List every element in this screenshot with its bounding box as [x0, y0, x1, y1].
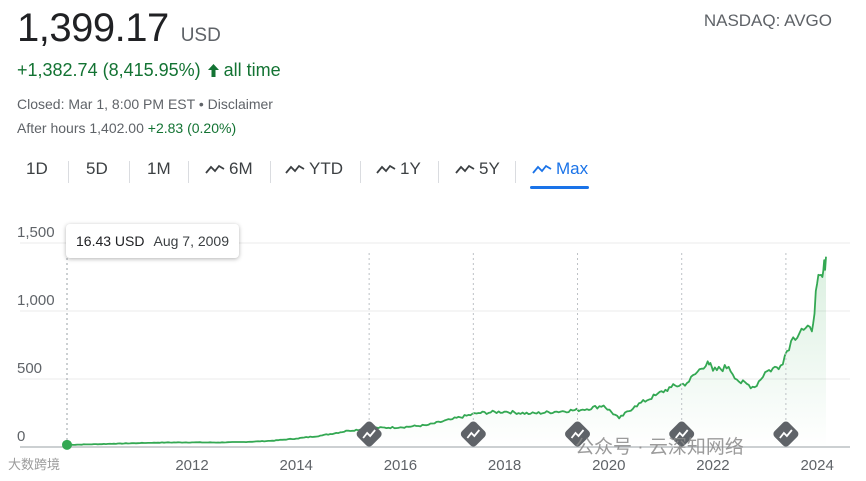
tab-5y[interactable]: 5Y [455, 152, 500, 186]
tab-label: 1D [26, 159, 48, 178]
x-tick-label: 2014 [280, 457, 313, 474]
divider [129, 161, 130, 183]
watermark-right: 公众号 · 云深知网络 [575, 437, 744, 458]
event-marker-icon[interactable] [459, 420, 487, 448]
tab-ytd[interactable]: YTD [285, 152, 343, 186]
trend-line-icon [205, 164, 225, 174]
tab-label: 5D [86, 159, 108, 178]
tab-label: 6M [229, 159, 253, 178]
price-area [67, 256, 826, 447]
divider [188, 161, 189, 183]
trend-line-icon [285, 164, 305, 174]
after-hours-change: +2.83 (0.20%) [147, 120, 237, 136]
hover-point [62, 439, 72, 450]
divider [515, 161, 516, 183]
tab-1m[interactable]: 1M [147, 152, 171, 186]
event-markers [355, 253, 800, 448]
x-tick-label: 2020 [592, 457, 625, 474]
trend-line-icon [532, 164, 552, 174]
after-hours-line: After hours 1,402.00 +2.83 (0.20%) [17, 120, 236, 136]
watermark-left: 大数跨境 [8, 457, 61, 472]
tab-5d[interactable]: 5D [86, 152, 108, 186]
price-change: +1,382.74 (8,415.95%) all time [17, 60, 281, 81]
tooltip-date: Aug 7, 2009 [153, 233, 229, 249]
closed-line: Closed: Mar 1, 8:00 PM EST • Disclaimer [17, 96, 273, 112]
event-marker-icon[interactable] [355, 420, 383, 448]
tab-1d[interactable]: 1D [26, 152, 48, 186]
trend-line-icon [376, 164, 396, 174]
active-tab-indicator [530, 186, 589, 189]
tab-6m[interactable]: 6M [205, 152, 253, 186]
tooltip-price: 16.43 USD [76, 233, 145, 249]
divider [360, 161, 361, 183]
currency-label: USD [180, 25, 221, 46]
x-axis: 2012 2014 2016 2018 2020 2022 2024 [175, 457, 833, 474]
change-value: +1,382.74 (8,415.95%) [17, 60, 201, 80]
tab-max[interactable]: Max [532, 152, 588, 186]
divider [438, 161, 439, 183]
exchange-ticker: NASDAQ: AVGO [703, 11, 832, 30]
x-tick-label: 2018 [488, 457, 521, 474]
x-tick-label: 2012 [175, 457, 208, 474]
y-tick-label: 500 [17, 360, 42, 377]
tab-label: Max [556, 159, 589, 178]
price-line [67, 256, 827, 446]
change-period: all time [223, 60, 281, 80]
y-tick-label: 1,500 [17, 224, 55, 241]
x-tick-label: 2024 [800, 457, 833, 474]
divider [68, 161, 69, 183]
x-tick-label: 2022 [696, 457, 729, 474]
hover-tooltip: 16.43 USD Aug 7, 2009 [66, 224, 239, 258]
price-row: 1,399.17 USD [17, 6, 221, 51]
trend-line-icon [455, 164, 475, 174]
event-marker-icon[interactable] [668, 420, 696, 448]
tab-label: 1M [147, 159, 171, 178]
tab-label: YTD [309, 159, 343, 178]
y-axis: 0 500 1,000 1,500 [17, 224, 55, 445]
event-marker-icon[interactable] [563, 420, 591, 448]
tab-1y[interactable]: 1Y [376, 152, 421, 186]
divider [270, 161, 271, 183]
current-price: 1,399.17 [17, 6, 169, 50]
x-tick-label: 2016 [384, 457, 417, 474]
y-tick-label: 1,000 [17, 292, 55, 309]
arrow-up-icon [207, 64, 219, 77]
event-marker-icon[interactable] [772, 420, 800, 448]
y-tick-label: 0 [17, 428, 25, 445]
tab-label: 1Y [400, 159, 421, 178]
tab-label: 5Y [479, 159, 500, 178]
after-hours-price: After hours 1,402.00 [17, 120, 144, 136]
